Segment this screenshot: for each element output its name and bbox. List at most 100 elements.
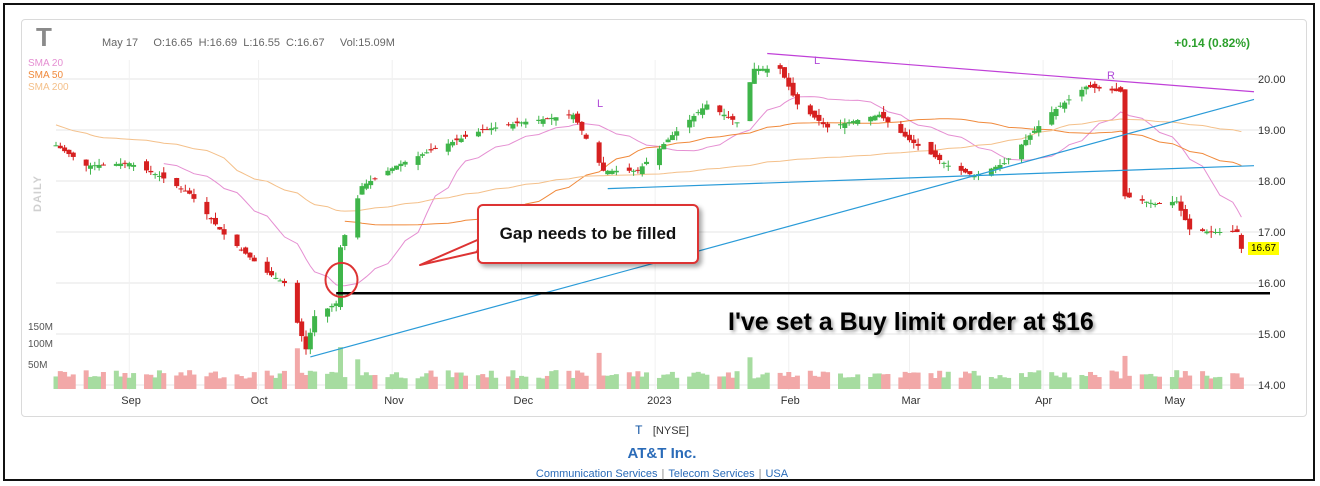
volume-bar <box>118 376 124 389</box>
candle-body <box>1182 209 1188 221</box>
volume-bar <box>1148 373 1154 389</box>
footer-ticker-link[interactable]: T <box>635 423 643 437</box>
candle-body <box>781 67 787 78</box>
candle-body <box>700 108 706 115</box>
volume-bar <box>1126 375 1132 389</box>
candle-body <box>850 121 856 124</box>
candle-body <box>536 119 542 122</box>
candle-body <box>450 141 456 146</box>
volume-bar <box>294 348 300 389</box>
volume-bar <box>971 370 977 389</box>
candle-body <box>62 147 68 152</box>
last-price-tag: 16.67 <box>1248 242 1280 255</box>
candle-body <box>1023 139 1029 146</box>
volume-bar <box>963 371 969 389</box>
volume-bar <box>816 376 822 389</box>
candle-body <box>1169 201 1175 206</box>
candle-body <box>385 170 391 176</box>
volume-bar <box>402 378 408 389</box>
volume-bar <box>730 377 736 389</box>
candle-body <box>540 119 546 124</box>
volume-bar <box>1006 377 1012 389</box>
volume-bar <box>269 375 275 389</box>
candle-body <box>247 252 253 258</box>
candle-body <box>902 131 908 137</box>
volume-bar <box>717 376 723 389</box>
volume-bar <box>1031 372 1037 389</box>
candle-body <box>1213 232 1219 233</box>
candle-body <box>1079 89 1085 97</box>
industry-link[interactable]: Telecom Services <box>668 468 755 480</box>
marker-l: L <box>597 98 603 110</box>
candle-body <box>419 154 425 156</box>
volume-bar <box>626 372 632 389</box>
volume-bar <box>566 370 572 389</box>
candle-body <box>1057 105 1063 107</box>
candle-body <box>570 114 576 120</box>
candle-body <box>1156 202 1162 204</box>
candle-body <box>898 124 904 133</box>
volume-bar <box>1092 374 1098 389</box>
volume-bar <box>432 376 438 389</box>
candle-body <box>415 156 421 165</box>
volume-bar <box>174 375 180 389</box>
volume-bar <box>519 375 525 389</box>
volume-bar <box>445 370 451 389</box>
y-tick-label: 20.00 <box>1258 74 1286 86</box>
candle-body <box>734 122 740 124</box>
candle-body <box>760 68 766 71</box>
candle-body <box>794 94 800 105</box>
volume-bar <box>131 373 137 389</box>
company-name-link[interactable]: AT&T Inc. <box>627 445 697 462</box>
volume-bar <box>148 374 154 389</box>
volume-bar <box>669 371 675 389</box>
volume-bar <box>631 376 637 389</box>
volume-bar <box>454 372 460 389</box>
candle-body <box>937 154 943 161</box>
candle-body <box>945 165 951 167</box>
volume-bar <box>997 375 1003 389</box>
sector-link[interactable]: Communication Services <box>535 468 658 480</box>
volume-bar <box>807 370 813 389</box>
candle-body <box>1230 230 1236 232</box>
volume-bar <box>273 377 279 389</box>
candle-body <box>967 171 973 175</box>
candle-body <box>126 163 132 167</box>
candle-body <box>812 110 818 118</box>
marker-r: R <box>1107 70 1115 82</box>
volume-bar <box>100 372 106 389</box>
candle-body <box>842 123 848 128</box>
candle-body <box>1113 88 1119 92</box>
volume-bar <box>1057 377 1063 389</box>
candle-body <box>238 249 244 251</box>
resistance-trendline <box>767 52 1255 93</box>
gap-callout: Gap needs to be filled <box>477 204 699 264</box>
candle-body <box>988 168 994 176</box>
volume-bar <box>307 370 313 389</box>
candle-body <box>519 122 525 124</box>
candle-body <box>605 170 611 175</box>
volume-bar <box>1187 375 1193 389</box>
volume-bar <box>152 377 158 389</box>
candle-body <box>113 163 119 166</box>
price-chart[interactable]: 20.00 19.00 18.00 17.00 16.00 15.00 14.00 Sep Oc… <box>22 20 1306 416</box>
candle-body <box>674 131 680 136</box>
volume-bar <box>523 376 529 389</box>
candle-body <box>1027 135 1033 140</box>
candle-body <box>661 144 667 150</box>
volume-bar <box>389 374 395 389</box>
volume-bar <box>540 378 546 389</box>
country-link[interactable]: USA <box>765 468 789 480</box>
volume-bar <box>906 372 912 389</box>
volume-bar <box>144 374 150 389</box>
candle-body <box>83 159 89 166</box>
volume-bar <box>337 347 343 389</box>
volume-bar <box>1036 370 1042 389</box>
volume-bar <box>221 377 227 389</box>
volume-bar <box>544 375 550 389</box>
candle-body <box>656 148 662 166</box>
footer-exchange: [NYSE] <box>652 425 689 437</box>
volume-bar <box>1023 376 1029 389</box>
x-tick-label: Mar <box>901 395 920 407</box>
volume-bar <box>786 372 792 389</box>
